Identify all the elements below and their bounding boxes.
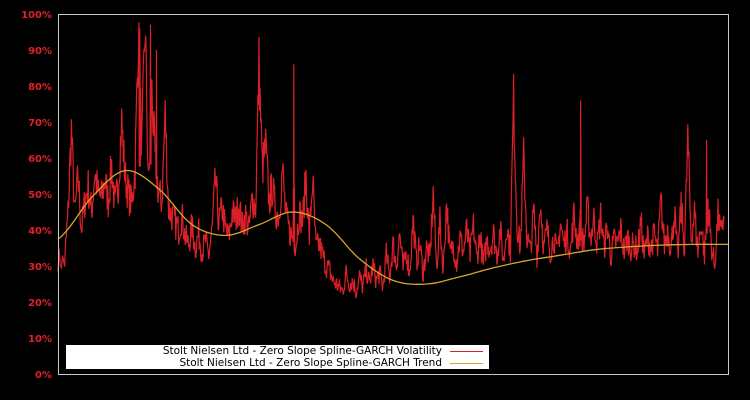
y-axis-ticks: 0% 10% 20% 30% 40% 50% 60% 70% 80% 90% 100% (21, 10, 52, 381)
legend-item-trend: Stolt Nielsen Ltd - Zero Slope Spline-GA… (179, 357, 483, 369)
plot-area (57, 22, 728, 299)
legend-swatch-volatility (450, 350, 483, 352)
y-tick-label: 40% (28, 226, 52, 237)
y-tick-label: 100% (21, 10, 52, 21)
y-tick-label: 50% (28, 190, 52, 201)
legend-label-volatility: Stolt Nielsen Ltd - Zero Slope Spline-GA… (162, 345, 442, 357)
volatility-series-line (57, 22, 725, 299)
legend: Stolt Nielsen Ltd - Zero Slope Spline-GA… (66, 345, 489, 369)
legend-label-trend: Stolt Nielsen Ltd - Zero Slope Spline-GA… (179, 357, 442, 369)
y-tick-label: 20% (28, 298, 52, 309)
plot-frame (58, 14, 729, 375)
y-tick-label: 30% (28, 262, 52, 273)
legend-swatch-trend (450, 362, 483, 364)
y-tick-label: 60% (28, 154, 52, 165)
y-tick-label: 10% (28, 334, 52, 345)
y-tick-label: 0% (35, 370, 52, 381)
y-tick-label: 80% (28, 82, 52, 93)
y-tick-label: 90% (28, 46, 52, 57)
legend-item-volatility: Stolt Nielsen Ltd - Zero Slope Spline-GA… (163, 345, 483, 357)
y-tick-label: 70% (28, 118, 52, 129)
trend-series-line (57, 169, 728, 285)
